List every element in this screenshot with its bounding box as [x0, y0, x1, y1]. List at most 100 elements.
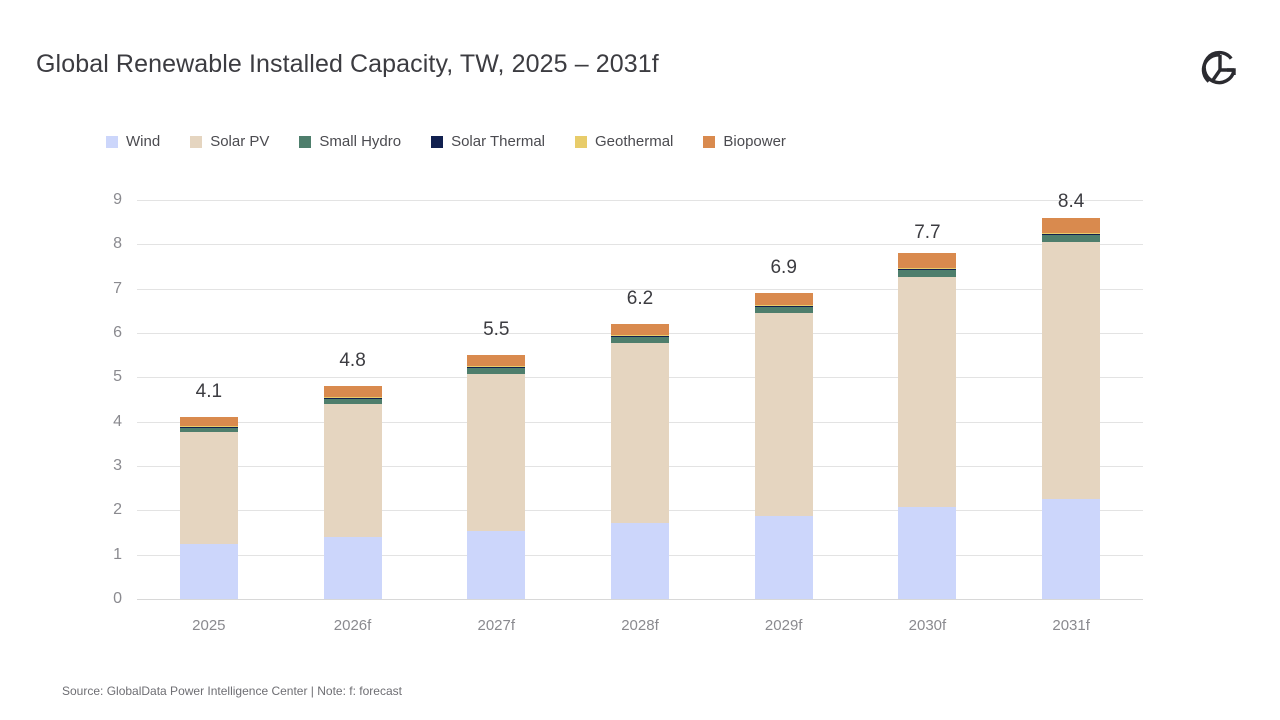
y-axis-tick-label: 0	[113, 590, 122, 607]
bar-segment-small-hydro[interactable]	[179, 427, 238, 433]
legend-label: Solar PV	[210, 133, 270, 150]
y-axis-tick-label: 3	[113, 457, 122, 474]
legend-swatch-icon	[575, 135, 588, 148]
bar-group[interactable]: 4.1 2025	[179, 200, 238, 634]
gridline	[137, 599, 1143, 600]
bar-group[interactable]: 7.7 2030f	[898, 200, 957, 634]
legend-swatch-icon	[190, 135, 203, 148]
bar-segment-geothermal[interactable]	[1042, 232, 1101, 234]
bar-group[interactable]: 4.8 2026f	[323, 200, 382, 634]
legend-swatch-icon	[431, 135, 444, 148]
bar-segment-geothermal[interactable]	[467, 366, 526, 368]
bar-segment-biopower[interactable]	[898, 253, 957, 268]
bar-segment-geothermal[interactable]	[754, 304, 813, 306]
bar-segment-biopower[interactable]	[611, 324, 669, 335]
legend-label: Geothermal	[595, 133, 674, 150]
legend-item-small-hydro[interactable]: Small Hydro	[299, 133, 401, 150]
legend-label: Wind	[126, 133, 161, 150]
bar-segment-biopower[interactable]	[323, 386, 382, 397]
plot-area: 4.1 2025 4.8 2026f 5.5 2027f 6.2 2028f 6.9 2029f 7…	[137, 191, 1143, 634]
x-axis-tick-label: 2031f	[1052, 617, 1090, 634]
legend-swatch-icon	[299, 135, 312, 148]
bar-group[interactable]: 6.2 2028f	[611, 200, 669, 634]
bar-segment-wind[interactable]	[898, 507, 957, 599]
bar-segment-solar-pv[interactable]	[754, 313, 813, 517]
x-axis-tick-label: 2030f	[908, 617, 947, 634]
bar-segment-geothermal[interactable]	[179, 425, 238, 427]
source-note: Source: GlobalData Power Intelligence Ce…	[62, 684, 402, 698]
bar-segment-small-hydro[interactable]	[611, 337, 669, 343]
legend-label: Solar Thermal	[451, 133, 546, 150]
bar-total-label: 4.8	[339, 350, 366, 372]
page-title: Global Renewable Installed Capacity, TW,…	[36, 50, 659, 78]
legend-item-geothermal[interactable]: Geothermal	[575, 133, 673, 150]
bar-group[interactable]: 8.4 2031f	[1042, 191, 1101, 634]
bar-segment-small-hydro[interactable]	[898, 270, 957, 277]
x-axis-tick-label: 2029f	[764, 617, 803, 634]
bar-segment-solar-pv[interactable]	[1042, 242, 1101, 500]
y-axis-tick-label: 7	[113, 279, 122, 297]
bar-segment-small-hydro[interactable]	[754, 306, 813, 314]
bar-segment-solar-thermal[interactable]	[898, 268, 957, 271]
bar-total-label: 5.5	[483, 319, 510, 341]
bar-segment-solar-thermal[interactable]	[179, 426, 238, 428]
bar-segment-solar-pv[interactable]	[323, 403, 382, 538]
bar-segment-biopower[interactable]	[754, 293, 813, 305]
bar-segment-solar-pv[interactable]	[467, 373, 526, 531]
bar-segment-biopower[interactable]	[179, 417, 238, 426]
bar-total-label: 8.4	[1057, 190, 1085, 212]
y-axis-tick-label: 9	[113, 191, 122, 208]
legend-label: Biopower	[723, 133, 786, 150]
legend-item-biopower[interactable]: Biopower	[703, 133, 786, 150]
bar-segment-solar-pv[interactable]	[611, 342, 669, 523]
bar-segment-wind[interactable]	[467, 530, 526, 599]
bar-segment-geothermal[interactable]	[898, 267, 957, 269]
bar-segment-geothermal[interactable]	[323, 396, 382, 398]
bar-segment-solar-thermal[interactable]	[323, 397, 382, 400]
y-axis-tick-label: 2	[113, 501, 122, 519]
bar-segment-wind[interactable]	[179, 544, 238, 599]
bar-total-label: 6.2	[626, 288, 654, 310]
bar-segment-wind[interactable]	[1042, 499, 1101, 599]
globaldata-circle-g-logo-icon	[1198, 48, 1242, 92]
legend-swatch-icon	[703, 135, 716, 148]
legend-label: Small Hydro	[319, 133, 402, 150]
y-axis-tick-label: 6	[113, 324, 122, 341]
bar-group[interactable]: 6.9 2029f	[754, 200, 813, 634]
bar-series-container: 4.1 2025 4.8 2026f 5.5 2027f 6.2 2028f 6.9 2029f 7…	[137, 191, 1143, 634]
bar-segment-wind[interactable]	[754, 516, 813, 599]
bar-segment-solar-thermal[interactable]	[1042, 233, 1101, 236]
y-axis-tick-label: 5	[113, 368, 122, 386]
chart-legend: Wind Solar PV Small Hydro Solar Thermal Geot…	[106, 133, 816, 150]
legend-item-solar-thermal[interactable]: Solar Thermal	[431, 133, 545, 150]
x-axis-tick-label: 2026f	[333, 617, 372, 634]
bar-segment-small-hydro[interactable]	[323, 399, 382, 404]
bar-segment-solar-thermal[interactable]	[611, 335, 669, 337]
bar-segment-solar-pv[interactable]	[179, 432, 238, 545]
bar-segment-small-hydro[interactable]	[467, 368, 526, 374]
bar-total-label: 6.9	[770, 257, 797, 279]
y-axis-tick-label: 4	[113, 412, 122, 430]
x-axis-tick-label: 2025	[192, 617, 226, 634]
bar-segment-geothermal[interactable]	[611, 334, 669, 336]
bar-total-label: 4.1	[195, 381, 223, 403]
x-axis-tick-label: 2027f	[477, 617, 516, 634]
bar-segment-wind[interactable]	[323, 537, 382, 599]
legend-swatch-icon	[106, 135, 118, 148]
bar-segment-solar-pv[interactable]	[898, 276, 957, 508]
bar-total-label: 7.7	[914, 221, 941, 243]
x-axis-tick-label: 2028f	[621, 617, 659, 634]
legend-item-wind[interactable]: Wind	[106, 133, 160, 150]
bar-segment-wind[interactable]	[611, 522, 669, 599]
legend-item-solar-pv[interactable]: Solar PV	[190, 133, 269, 150]
gridline	[137, 288, 1143, 290]
bar-segment-solar-thermal[interactable]	[467, 367, 526, 369]
gridline	[137, 200, 1143, 201]
bar-segment-solar-thermal[interactable]	[754, 305, 813, 307]
bar-segment-small-hydro[interactable]	[1042, 235, 1101, 243]
gridline	[137, 244, 1143, 246]
bar-segment-biopower[interactable]	[467, 355, 526, 367]
bar-segment-biopower[interactable]	[1042, 217, 1101, 233]
bar-group[interactable]: 5.5 2027f	[467, 200, 526, 634]
